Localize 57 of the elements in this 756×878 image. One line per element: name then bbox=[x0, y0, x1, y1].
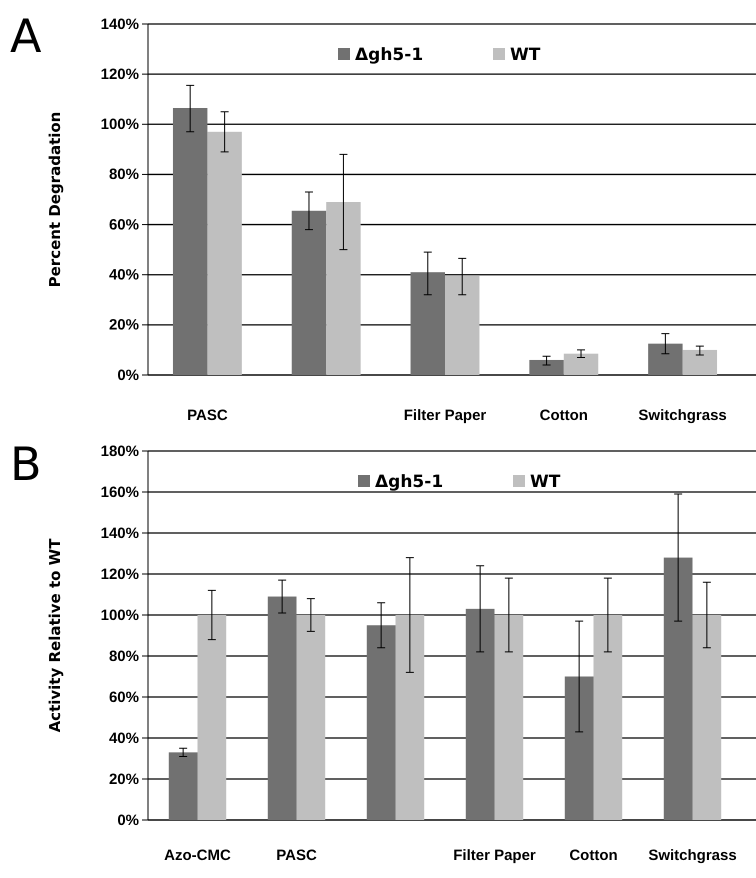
bar bbox=[207, 132, 242, 375]
y-tick-label: 60% bbox=[108, 688, 139, 706]
y-tick-label: 140% bbox=[100, 16, 139, 33]
y-tick-label: 120% bbox=[100, 66, 139, 83]
bar bbox=[326, 202, 361, 375]
bar bbox=[594, 615, 622, 820]
bar bbox=[564, 354, 598, 375]
x-tick-label: Switchgrass bbox=[638, 407, 727, 424]
bar bbox=[529, 360, 564, 375]
text: A bbox=[10, 9, 42, 63]
bar bbox=[564, 676, 594, 820]
bar bbox=[198, 615, 226, 820]
bar bbox=[648, 344, 683, 375]
bar bbox=[664, 558, 692, 820]
legend-label: Δgh5-1 bbox=[355, 45, 424, 65]
y-tick-label: 120% bbox=[100, 566, 139, 583]
bar bbox=[682, 350, 718, 375]
y-tick-label: 40% bbox=[108, 730, 139, 747]
x-tick-label: PASC bbox=[187, 407, 228, 424]
legend-label: WT bbox=[510, 45, 541, 65]
bar bbox=[172, 108, 208, 375]
x-tick-label: PASC bbox=[276, 847, 317, 864]
bar bbox=[494, 615, 524, 820]
y-tick-label: 80% bbox=[108, 648, 139, 665]
y-tick-label: 100% bbox=[100, 116, 139, 134]
y-tick-label: 80% bbox=[108, 166, 139, 184]
bar bbox=[410, 272, 445, 375]
x-tick-label: Cotton bbox=[569, 847, 618, 864]
text: B bbox=[10, 437, 42, 491]
y-tick-label: 140% bbox=[100, 524, 139, 542]
legend-label: Δgh5-1 bbox=[375, 472, 444, 492]
bar bbox=[445, 276, 480, 375]
bar bbox=[168, 752, 198, 820]
legend-label: WT bbox=[530, 472, 561, 492]
bar bbox=[268, 596, 296, 820]
bar bbox=[692, 615, 722, 820]
y-tick-label: 20% bbox=[108, 316, 139, 334]
y-tick-label: 20% bbox=[108, 770, 139, 788]
bar bbox=[296, 615, 326, 820]
y-tick-label: 180% bbox=[100, 442, 139, 460]
y-tick-label: 0% bbox=[117, 366, 139, 384]
y-axis-title: Activity Relative to WT bbox=[46, 538, 64, 732]
y-tick-label: 40% bbox=[108, 266, 139, 284]
x-tick-label: Cotton bbox=[540, 407, 588, 424]
x-tick-label: Azo-CMC bbox=[164, 847, 231, 864]
bar bbox=[366, 625, 396, 820]
y-tick-label: 0% bbox=[117, 812, 139, 829]
bar bbox=[292, 210, 326, 375]
x-tick-label: Switchgrass bbox=[648, 847, 737, 864]
x-tick-label: Filter Paper bbox=[404, 407, 486, 424]
y-tick-label: 60% bbox=[108, 216, 139, 234]
bar bbox=[466, 608, 494, 820]
x-tick-label: Filter Paper bbox=[453, 847, 536, 864]
bar bbox=[396, 615, 424, 820]
y-axis-title: Percent Degradation bbox=[46, 112, 64, 288]
y-tick-label: 160% bbox=[100, 484, 139, 501]
y-tick-label: 100% bbox=[100, 606, 139, 624]
